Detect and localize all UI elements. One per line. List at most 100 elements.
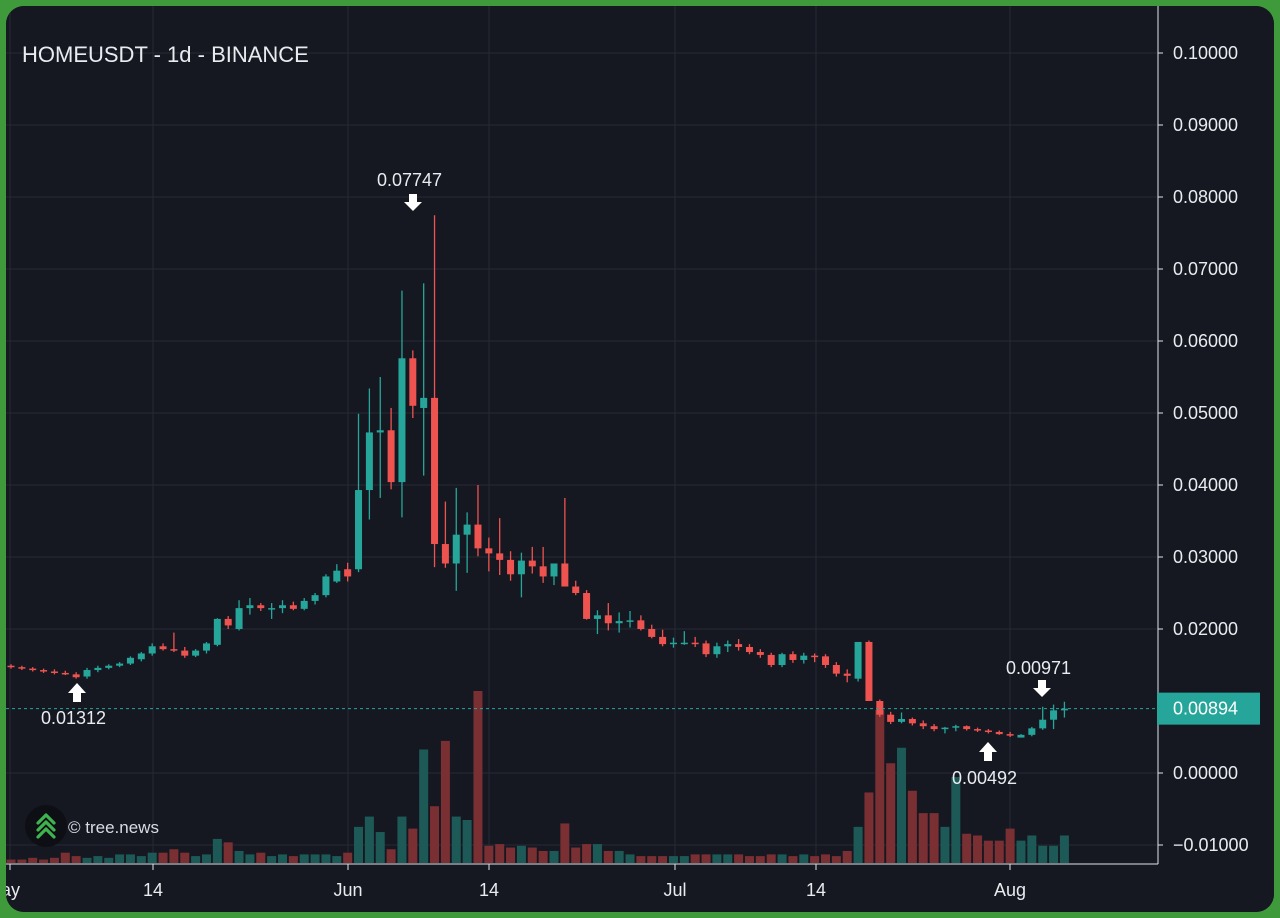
candle[interactable] — [170, 632, 178, 653]
candle[interactable] — [1050, 704, 1058, 730]
candle[interactable] — [181, 647, 189, 658]
candle[interactable] — [583, 590, 591, 620]
candle[interactable] — [528, 546, 536, 574]
candle[interactable] — [474, 485, 482, 557]
candlestick-chart[interactable]: 0.10000 0.09000 0.08000 0.07000 0.06000 0.050… — [6, 6, 1274, 912]
candle[interactable] — [691, 636, 699, 647]
candle[interactable] — [72, 672, 80, 679]
candle[interactable] — [615, 612, 623, 633]
candle[interactable] — [268, 603, 276, 619]
candle[interactable] — [724, 640, 732, 653]
candle[interactable] — [778, 652, 786, 668]
candle[interactable] — [908, 717, 916, 726]
time-axis[interactable]: ay 14 Jun 14 Jul 14 Aug — [6, 864, 1026, 900]
candle[interactable] — [496, 518, 504, 575]
candle[interactable] — [876, 699, 884, 717]
candle[interactable] — [832, 662, 840, 677]
candle[interactable] — [235, 600, 243, 631]
candle[interactable] — [648, 624, 656, 639]
candle[interactable] — [507, 551, 515, 581]
candle[interactable] — [441, 501, 449, 568]
candle[interactable] — [822, 654, 829, 668]
candle[interactable] — [800, 652, 808, 664]
candle[interactable] — [18, 665, 26, 671]
candle[interactable] — [898, 712, 906, 724]
candle[interactable] — [952, 724, 960, 732]
candle[interactable] — [713, 642, 721, 658]
candles[interactable] — [7, 215, 1068, 738]
candle[interactable] — [409, 350, 417, 419]
candle[interactable] — [1039, 706, 1047, 730]
candle[interactable] — [1006, 731, 1014, 737]
candle[interactable] — [865, 640, 873, 701]
candle[interactable] — [105, 664, 113, 670]
candle[interactable] — [919, 720, 927, 730]
candle[interactable] — [355, 413, 363, 573]
price-axis[interactable]: 0.10000 0.09000 0.08000 0.07000 0.06000 0.050… — [1158, 43, 1249, 855]
candle[interactable] — [452, 487, 460, 591]
candle[interactable] — [376, 377, 384, 498]
candle[interactable] — [192, 649, 200, 658]
candle[interactable] — [279, 600, 286, 614]
candle[interactable] — [398, 290, 406, 518]
candle[interactable] — [387, 407, 395, 490]
candle[interactable] — [811, 653, 819, 663]
candle[interactable] — [61, 670, 69, 676]
candle[interactable] — [289, 601, 297, 611]
candle[interactable] — [485, 537, 493, 572]
candle[interactable] — [116, 662, 124, 668]
candle[interactable] — [593, 610, 601, 635]
candle[interactable] — [745, 644, 753, 655]
candle[interactable] — [148, 643, 156, 656]
candle[interactable] — [626, 611, 634, 628]
candle[interactable] — [854, 641, 862, 682]
candle[interactable] — [680, 631, 688, 645]
candle[interactable] — [333, 564, 341, 583]
candle[interactable] — [963, 725, 971, 731]
candle[interactable] — [159, 643, 167, 651]
candle[interactable] — [702, 640, 710, 658]
candle[interactable] — [669, 637, 677, 648]
candle[interactable] — [300, 598, 308, 611]
candle[interactable] — [344, 562, 352, 582]
candle[interactable] — [604, 603, 612, 631]
candle[interactable] — [257, 603, 265, 611]
candle[interactable] — [756, 649, 764, 658]
candle[interactable] — [550, 563, 558, 586]
candle[interactable] — [930, 724, 938, 732]
candle[interactable] — [887, 711, 895, 725]
candle[interactable] — [984, 729, 992, 734]
candle[interactable] — [246, 598, 254, 615]
candle[interactable] — [572, 580, 580, 596]
candle[interactable] — [561, 497, 569, 587]
candle[interactable] — [365, 388, 373, 520]
candle[interactable] — [29, 667, 37, 672]
candle[interactable] — [1060, 701, 1068, 718]
candle[interactable] — [637, 615, 645, 631]
candle[interactable] — [995, 730, 1003, 735]
candle[interactable] — [40, 668, 48, 673]
candle[interactable] — [1017, 734, 1025, 738]
candle[interactable] — [767, 652, 775, 668]
candle[interactable] — [420, 283, 428, 476]
candle[interactable] — [50, 669, 58, 675]
candle[interactable] — [7, 664, 15, 669]
candle[interactable] — [974, 727, 982, 732]
candle[interactable] — [431, 215, 439, 568]
candle[interactable] — [463, 512, 471, 573]
candle[interactable] — [539, 546, 547, 583]
candle[interactable] — [94, 665, 102, 673]
candle[interactable] — [517, 552, 525, 598]
candle[interactable] — [789, 651, 797, 663]
candle[interactable] — [83, 667, 91, 679]
candle[interactable] — [843, 669, 851, 683]
candle[interactable] — [659, 629, 667, 647]
candle[interactable] — [202, 641, 210, 654]
candle[interactable] — [224, 616, 232, 629]
candle[interactable] — [213, 618, 221, 647]
candle[interactable] — [311, 593, 319, 605]
candle[interactable] — [126, 656, 134, 665]
candle[interactable] — [941, 726, 949, 734]
candle[interactable] — [1028, 726, 1036, 737]
candle[interactable] — [322, 574, 330, 598]
